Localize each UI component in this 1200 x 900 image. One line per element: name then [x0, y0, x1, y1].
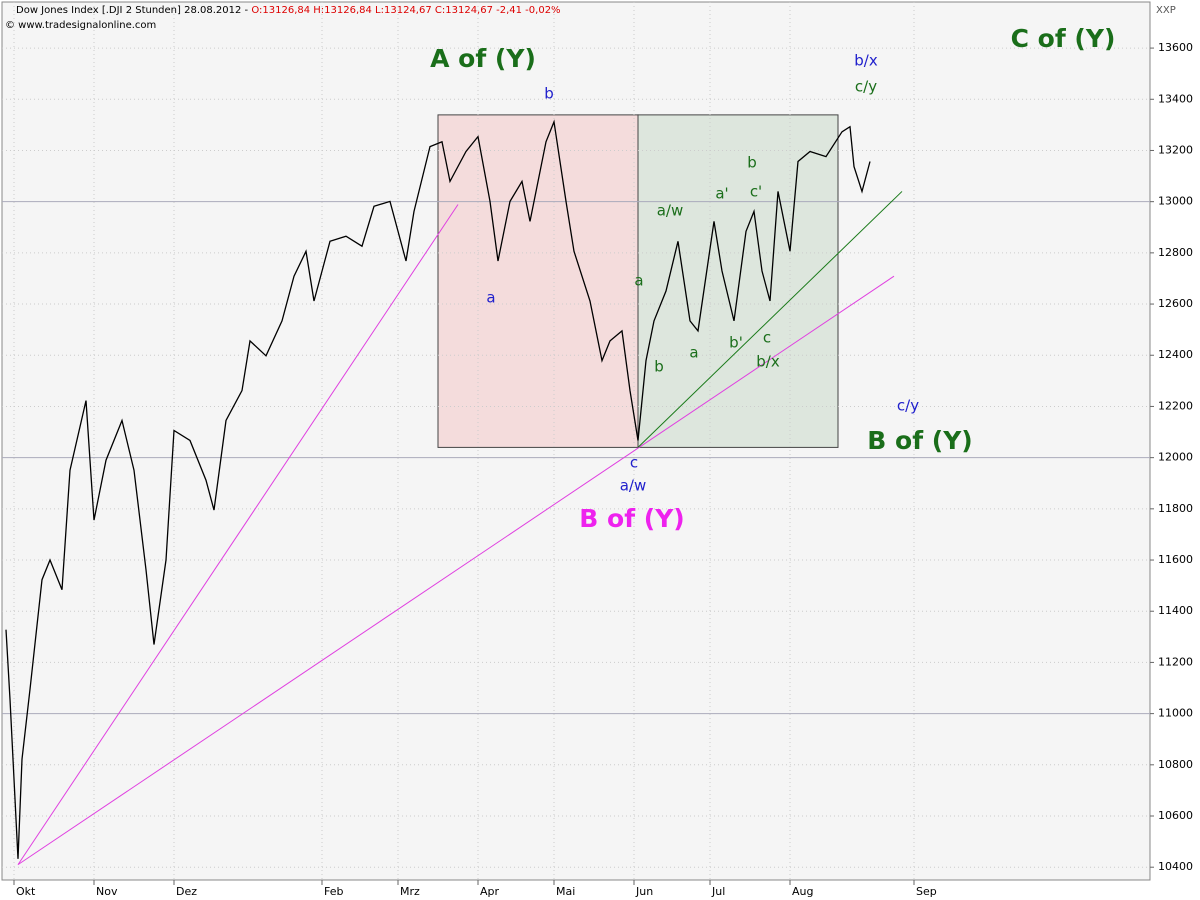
y-tick-label: 10600 [1158, 809, 1193, 822]
header-instrument: Dow Jones Index [.DJI 2 Stunden] 28.08.2… [16, 5, 561, 16]
y-tick-label: 13200 [1158, 143, 1193, 156]
y-tick-label: 12600 [1158, 297, 1193, 310]
x-tick-label: Sep [916, 885, 937, 898]
y-tick-label: 12400 [1158, 348, 1193, 361]
annotation: c [630, 454, 638, 472]
y-tick-label: 11800 [1158, 502, 1193, 515]
annotation: c/y [897, 397, 919, 415]
copyright: © www.tradesignalonline.com [5, 20, 156, 31]
annotation: a [689, 344, 698, 362]
annotation: a/w [620, 477, 647, 495]
annotation: A of (Y) [430, 44, 536, 73]
zone [637, 114, 839, 448]
x-tick-label: Mrz [400, 885, 420, 898]
annotation: B of (Y) [867, 426, 972, 455]
y-tick-label: 11000 [1158, 707, 1193, 720]
x-tick-label: Aug [792, 885, 813, 898]
x-tick-label: Apr [480, 885, 500, 898]
annotation: c/y [855, 78, 877, 96]
annotation: c [763, 329, 771, 347]
y-tick-label: 10400 [1158, 860, 1193, 873]
y-tick-label: 13000 [1158, 195, 1193, 208]
x-tick-label: Okt [16, 885, 36, 898]
y-tick-label: 12200 [1158, 399, 1193, 412]
y-tick-label: 12800 [1158, 246, 1193, 259]
annotation: b [654, 358, 664, 376]
corner-label: XXP [1156, 5, 1176, 16]
x-tick-label: Mai [556, 885, 575, 898]
x-tick-label: Nov [96, 885, 118, 898]
annotation: c' [750, 183, 762, 201]
y-tick-label: 13400 [1158, 92, 1193, 105]
annotation: a [486, 289, 495, 307]
instrument: Dow Jones Index [.DJI 2 Stunden] 28.08.2… [16, 5, 251, 16]
annotation: b/x [756, 353, 780, 371]
y-tick-label: 11600 [1158, 553, 1193, 566]
annotation: B of (Y) [579, 504, 684, 533]
annotation: b [747, 154, 757, 172]
annotation: a/w [657, 202, 684, 220]
price-line [5, 119, 871, 859]
zone [437, 114, 639, 448]
y-tick-label: 11400 [1158, 604, 1193, 617]
annotation: C of (Y) [1011, 24, 1116, 53]
annotation: b' [729, 334, 743, 352]
x-tick-label: Jul [711, 885, 725, 898]
y-tick-label: 13600 [1158, 41, 1193, 54]
annotation: b/x [854, 52, 878, 70]
annotation: b [544, 85, 554, 103]
x-tick-label: Feb [324, 885, 343, 898]
y-tick-label: 11200 [1158, 655, 1193, 668]
trendline [637, 191, 903, 448]
annotation: a' [715, 185, 728, 203]
y-tick-label: 10800 [1158, 758, 1193, 771]
trendline [17, 204, 459, 865]
y-tick-label: 12000 [1158, 451, 1193, 464]
x-tick-label: Jun [635, 885, 653, 898]
quote: O:13126,84 H:13126,84 L:13124,67 C:13124… [251, 5, 560, 16]
trendline [17, 275, 895, 866]
x-tick-label: Dez [176, 885, 197, 898]
annotation: a [634, 272, 643, 290]
